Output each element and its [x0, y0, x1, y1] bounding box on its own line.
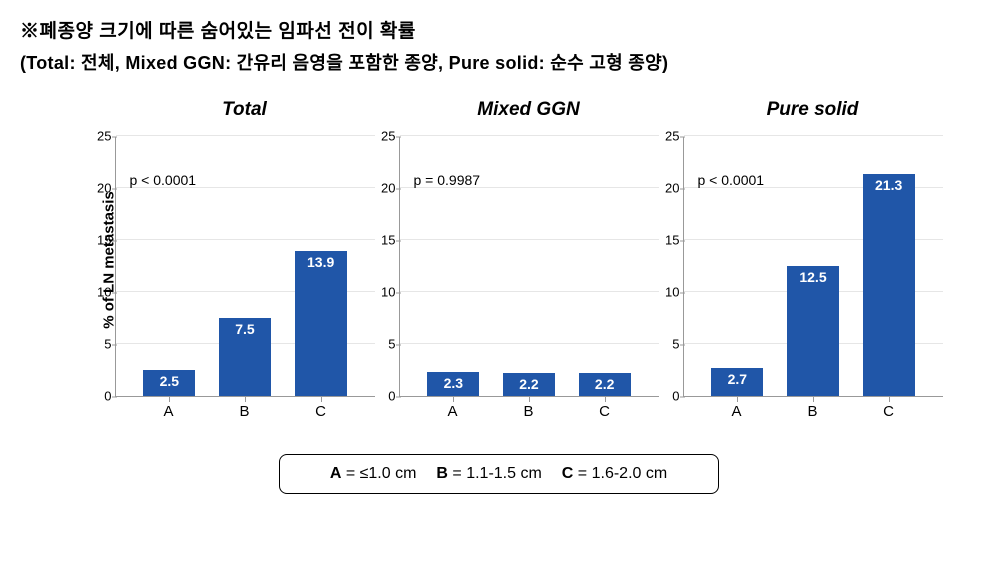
- x-tick: C: [295, 403, 347, 420]
- x-tick: A: [427, 403, 479, 420]
- legend-box: A = ≤1.0 cm B = 1.1-1.5 cm C = 1.6-2.0 cm: [279, 454, 719, 494]
- plot-area: 0510152025p < 0.00012.57.513.9: [115, 137, 375, 397]
- bar-value-label: 21.3: [875, 177, 902, 193]
- bars-container: 2.5 7.5 13.9: [116, 137, 375, 396]
- y-tick: 5: [86, 337, 112, 352]
- x-tick: B: [219, 403, 271, 420]
- bars-container: 2.3 2.2 2.2: [400, 137, 659, 396]
- bar-value-label: 7.5: [235, 321, 254, 337]
- bar: 2.2: [503, 373, 555, 396]
- chart-title: Mixed GGN: [399, 99, 659, 121]
- bar-value-label: 13.9: [307, 254, 334, 270]
- x-axis: A B C: [683, 397, 943, 420]
- bar: 2.7: [711, 368, 763, 396]
- charts-row: % of LN metastasis Total0510152025p < 0.…: [20, 99, 977, 420]
- legend-item: A = ≤1.0 cm: [330, 465, 417, 483]
- x-axis: A B C: [115, 397, 375, 420]
- legend-item: C = 1.6-2.0 cm: [562, 465, 667, 483]
- y-tick: 15: [654, 233, 680, 248]
- bar-value-label: 2.7: [728, 371, 747, 387]
- grid-line: [400, 135, 659, 136]
- plot-area: 0510152025p = 0.99872.32.22.2: [399, 137, 659, 397]
- y-tick: 20: [654, 181, 680, 196]
- y-tick: 25: [86, 129, 112, 144]
- x-tick: C: [579, 403, 631, 420]
- y-tick: 5: [370, 337, 396, 352]
- x-tick: C: [863, 403, 915, 420]
- legend-item: B = 1.1-1.5 cm: [436, 465, 541, 483]
- plot-area: 0510152025p < 0.00012.712.521.3: [683, 137, 943, 397]
- y-tick: 0: [370, 389, 396, 404]
- y-tick: 25: [370, 129, 396, 144]
- y-tick: 10: [654, 285, 680, 300]
- bar: 13.9: [295, 251, 347, 396]
- x-tick: B: [787, 403, 839, 420]
- chart-title: Pure solid: [683, 99, 943, 121]
- page-subtitle: (Total: 전체, Mixed GGN: 간유리 음영을 포함한 종양, P…: [20, 49, 977, 75]
- page-title: ※폐종양 크기에 따른 숨어있는 임파선 전이 확률: [20, 16, 977, 43]
- x-axis: A B C: [399, 397, 659, 420]
- x-tick: B: [503, 403, 555, 420]
- y-tick: 25: [654, 129, 680, 144]
- bar: 12.5: [787, 266, 839, 396]
- y-tick: 15: [370, 233, 396, 248]
- y-tick: 0: [86, 389, 112, 404]
- y-tick: 5: [654, 337, 680, 352]
- y-tick: 10: [86, 285, 112, 300]
- bar-value-label: 2.2: [519, 376, 538, 392]
- bars-container: 2.7 12.5 21.3: [684, 137, 943, 396]
- x-tick: A: [711, 403, 763, 420]
- grid-line: [684, 135, 943, 136]
- chart-panel: Mixed GGN0510152025p = 0.99872.32.22.2AB…: [399, 99, 659, 420]
- bar: 2.3: [427, 372, 479, 396]
- x-tick: A: [143, 403, 195, 420]
- y-tick: 10: [370, 285, 396, 300]
- grid-line: [116, 135, 375, 136]
- chart-panel: Total0510152025p < 0.00012.57.513.9ABC: [115, 99, 375, 420]
- bar: 2.5: [143, 370, 195, 396]
- y-tick: 0: [654, 389, 680, 404]
- bar: 7.5: [219, 318, 271, 396]
- chart-title: Total: [115, 99, 375, 121]
- bar-value-label: 12.5: [799, 269, 826, 285]
- bar-value-label: 2.2: [595, 376, 614, 392]
- bar-value-label: 2.3: [444, 375, 463, 391]
- bar: 2.2: [579, 373, 631, 396]
- y-tick: 20: [86, 181, 112, 196]
- chart-panel: Pure solid0510152025p < 0.00012.712.521.…: [683, 99, 943, 420]
- bar-value-label: 2.5: [160, 373, 179, 389]
- y-tick: 15: [86, 233, 112, 248]
- bar: 21.3: [863, 174, 915, 396]
- y-tick: 20: [370, 181, 396, 196]
